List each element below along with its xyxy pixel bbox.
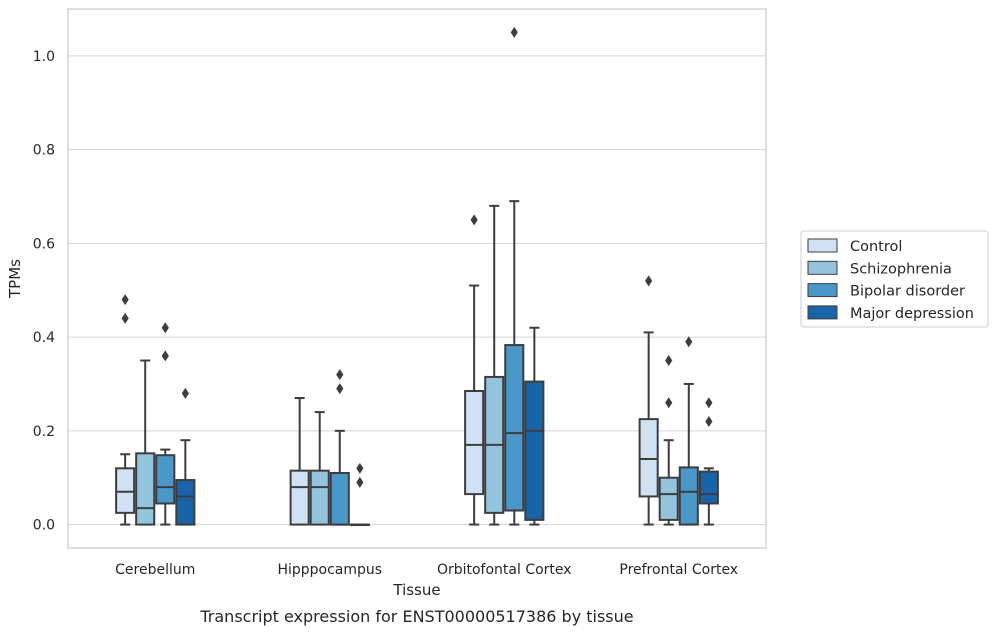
legend-swatch <box>807 283 838 298</box>
box-2-3 <box>484 204 505 526</box>
box-body <box>155 454 176 505</box>
box-1-1 <box>115 294 136 526</box>
box-body <box>135 452 156 526</box>
legend-swatch <box>807 305 838 320</box>
box-body <box>678 466 699 526</box>
box-body <box>329 472 350 526</box>
outlier-point <box>121 294 129 306</box>
outlier-point <box>665 355 673 367</box>
y-tick-label: 1.0 <box>33 49 55 65</box>
outlier-point <box>645 275 653 287</box>
legend-label: Bipolar disorder <box>850 284 965 300</box>
box-3-3 <box>504 26 525 526</box>
box-body <box>698 470 719 505</box>
outlier-point <box>336 383 344 395</box>
box-body <box>309 469 330 526</box>
outlier-point <box>470 214 478 226</box>
x-tick-label: Hipppocampus <box>277 562 382 578</box>
y-tick-label: 0.8 <box>33 143 55 159</box>
outlier-point <box>705 397 713 409</box>
outlier-point <box>356 476 364 488</box>
x-tick-label: Prefrontal Cortex <box>619 562 738 578</box>
outlier-point <box>161 322 169 334</box>
plot-area-frame <box>67 8 767 549</box>
y-tick-label: 0.4 <box>33 330 55 346</box>
outlier-point <box>161 350 169 362</box>
outlier-point <box>121 312 129 324</box>
outlier-point <box>705 415 713 427</box>
y-axis-label: TPMs <box>6 259 24 299</box>
outlier-point <box>356 462 364 474</box>
box-4-4 <box>698 397 719 526</box>
box-3-1 <box>155 322 176 526</box>
x-axis-label: Tissue <box>392 581 440 599</box>
box-4-2 <box>349 462 370 527</box>
outlier-point <box>665 397 673 409</box>
outlier-point <box>336 369 344 381</box>
legend-frame <box>800 230 989 328</box>
box-body <box>289 469 310 526</box>
box-2-2 <box>309 411 330 526</box>
y-axis-ticks: 0.0 0.2 0.4 0.6 0.8 1.0 <box>33 49 55 534</box>
box-groups <box>115 26 719 527</box>
y-tick-label: 0.0 <box>33 518 55 534</box>
legend-label: Major depression <box>850 306 974 322</box>
outlier-point <box>685 336 693 348</box>
box-2-4 <box>658 355 679 526</box>
box-3-2 <box>329 369 350 526</box>
box-body <box>115 467 136 514</box>
x-tick-label: Orbitofontal Cortex <box>437 562 572 578</box>
box-2-1 <box>135 359 156 526</box>
box-body <box>658 476 679 521</box>
y-tick-label: 0.6 <box>33 236 55 252</box>
x-axis-ticks: Cerebellum Hipppocampus Orbitofontal Corte… <box>115 562 738 578</box>
y-tick-label: 0.2 <box>33 424 55 440</box>
x-tick-label: Cerebellum <box>115 562 195 578</box>
box-body <box>638 418 659 498</box>
box-1-2 <box>289 397 310 526</box>
box-1-3 <box>464 214 485 526</box>
box-body <box>524 380 545 521</box>
legend: Control Schizophrenia Bipolar disorder Majo… <box>800 230 989 328</box>
box-body <box>504 344 525 512</box>
legend-label: Control <box>850 239 902 255</box>
outlier-point <box>181 387 189 399</box>
box-body <box>175 479 196 526</box>
outlier-point <box>510 26 518 38</box>
box-3-4 <box>678 336 699 526</box>
box-1-4 <box>638 275 659 526</box>
box-4-3 <box>524 326 545 526</box>
box-body <box>464 389 485 496</box>
figure-caption: Transcript expression for ENST0000051738… <box>199 607 633 626</box>
legend-swatch <box>807 238 838 253</box>
box-4-1 <box>175 387 196 526</box>
legend-swatch <box>807 260 838 275</box>
legend-label: Schizophrenia <box>850 261 952 277</box>
